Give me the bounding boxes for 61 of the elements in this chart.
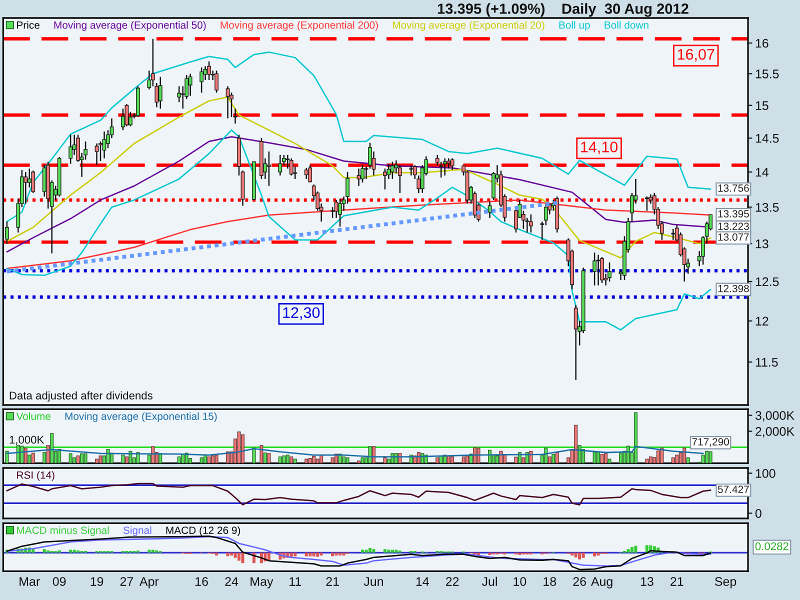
x-tick-label: May: [250, 577, 274, 588]
text: 13.395: [718, 210, 749, 218]
y-tick-label: 13: [756, 239, 768, 248]
ref-line-label: 12,30: [283, 307, 320, 320]
data-label: 13.077: [718, 233, 749, 241]
series-label: MACD (12 26 9): [166, 526, 240, 536]
text: Moving average (Exponential 50): [54, 21, 206, 31]
x-tick-label: 14: [416, 577, 429, 586]
legend-label: Volume: [16, 412, 51, 420]
x-tick-label: 11: [290, 577, 302, 586]
x-tick-label: 09: [52, 577, 66, 586]
text: Moving average (Exponential 20): [392, 21, 544, 31]
x-tick-label: 18: [544, 577, 556, 586]
data-label: 57.427: [718, 486, 749, 494]
series-label: Signal: [123, 526, 152, 536]
y-tick-label: 14: [756, 168, 768, 177]
data-label: 717,290: [692, 438, 729, 447]
y-tick-label: 0: [755, 509, 762, 518]
y-tick-label: 16: [756, 38, 768, 48]
y-tick-label: 100: [756, 469, 776, 478]
text: Moving average (Exponential 15): [65, 412, 217, 422]
legend-label: Price: [17, 21, 40, 29]
y-tick-label: 11.5: [756, 358, 778, 367]
x-tick-label: 13: [640, 577, 654, 586]
series-label: RSI (14): [17, 471, 54, 481]
ref-line-label: 16,07: [678, 48, 714, 62]
x-tick-label: Mar: [20, 577, 40, 586]
y-tick-label: 15: [756, 101, 768, 110]
x-tick-label: Aug: [590, 577, 612, 588]
chart-title: 13.395 (+1.09%) Daily 30 Aug 2012: [438, 3, 688, 17]
text: 0.0282: [755, 542, 788, 550]
x-tick-label: 26: [573, 577, 586, 586]
x-tick-label: Apr: [139, 577, 159, 588]
y-tick-label: 13.5: [756, 202, 779, 212]
x-tick-label: Sep: [714, 577, 736, 588]
text: Boll down: [604, 21, 648, 29]
annotation: Data adjusted after dividends: [10, 391, 152, 402]
y-tick-label: 15.5: [756, 70, 779, 78]
x-tick-label: 21: [326, 577, 339, 586]
data-label: 13.756: [718, 184, 749, 192]
x-tick-label: 10: [514, 577, 526, 586]
x-tick-label: 21: [670, 577, 684, 586]
x-tick-label: 16: [196, 577, 208, 586]
text: Moving average (Exponential 200): [220, 21, 378, 31]
x-tick-label: 22: [446, 577, 459, 586]
ref-line-label: 14,10: [581, 142, 618, 154]
ref-line-label: 1,000K: [10, 436, 44, 445]
y-tick-label: 12.5: [756, 277, 779, 286]
data-label: 13.223: [718, 222, 749, 230]
y-tick-label: 14.5: [756, 134, 779, 143]
data-label: 12.398: [718, 284, 749, 292]
text: Boll up: [559, 21, 590, 31]
legend-label: MACD minus Signal: [17, 526, 109, 536]
y-tick-label: 12: [756, 316, 768, 326]
y-tick-label: 3,000K: [755, 411, 794, 422]
x-tick-label: Jun: [364, 577, 383, 586]
x-tick-label: 24: [225, 577, 238, 586]
y-tick-label: 2,000K: [756, 427, 794, 438]
x-tick-label: 19: [90, 577, 104, 586]
x-tick-label: 27: [120, 577, 134, 586]
x-tick-label: Jul: [482, 576, 497, 586]
